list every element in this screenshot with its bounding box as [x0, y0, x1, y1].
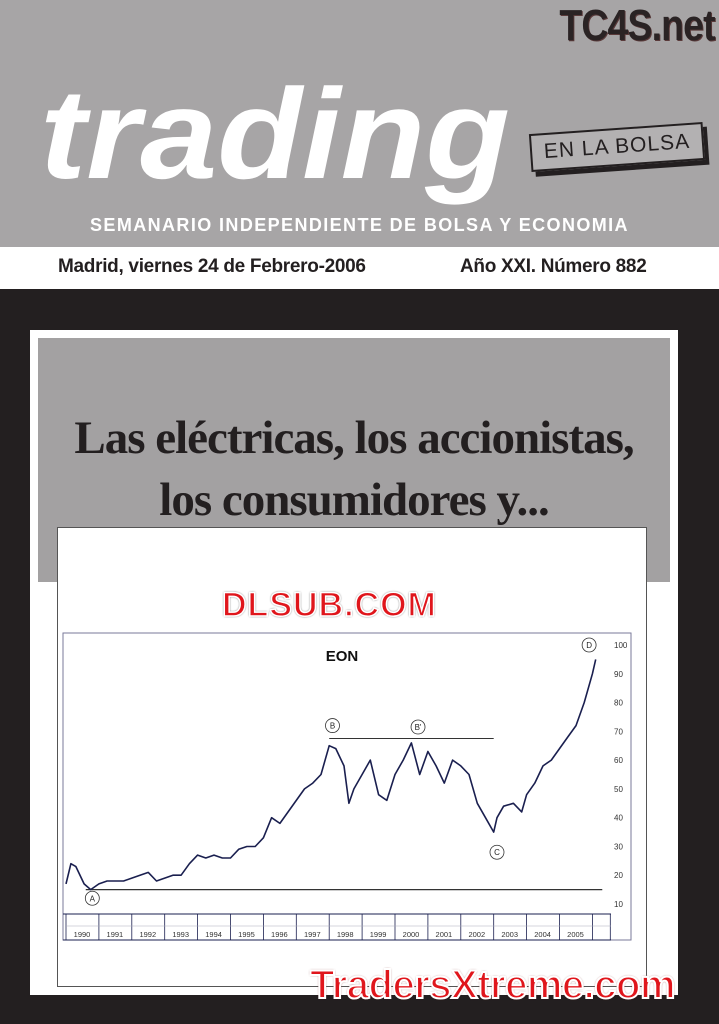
masthead-subtitle: SEMANARIO INDEPENDIENTE DE BOLSA Y ECONO…	[90, 215, 629, 235]
chart-panel	[57, 527, 647, 987]
annotation-label: B	[330, 722, 335, 731]
y-tick-label: 10	[614, 900, 623, 909]
watermark-dlsub: DLSUB.COM	[221, 585, 437, 625]
x-tick-label: 1992	[139, 930, 156, 939]
masthead-logo: trading	[40, 63, 510, 206]
annotation-circle	[84, 890, 100, 906]
x-tick-label: 1999	[370, 930, 387, 939]
annotation-circle	[410, 719, 426, 735]
x-tick-label: 2002	[468, 930, 485, 939]
annotation-circle	[489, 844, 505, 860]
x-tick-label: 2001	[436, 930, 453, 939]
x-tick-label: 1996	[271, 930, 288, 939]
issue-date: Madrid, viernes 24 de Febrero-2006	[58, 256, 366, 277]
headline-line-2: los consumidores y...	[159, 474, 549, 526]
dateline: Madrid, viernes 24 de Febrero-2006 Año X…	[0, 247, 719, 289]
y-tick-label: 70	[614, 727, 623, 736]
y-tick-label: 20	[614, 871, 623, 880]
masthead	[0, 0, 719, 247]
x-tick-label: 2005	[567, 930, 584, 939]
y-tick-label: 80	[614, 699, 623, 708]
x-tick-label: 1994	[205, 930, 222, 939]
headline-line-1: Las eléctricas, los accionistas,	[74, 412, 634, 464]
x-tick-label: 1995	[238, 930, 255, 939]
y-tick-label: 50	[614, 785, 623, 794]
y-tick-label: 30	[614, 842, 623, 851]
chart-title: EON	[326, 648, 359, 665]
x-tick-label: 1998	[337, 930, 354, 939]
y-tick-label: 90	[614, 670, 623, 679]
x-tick-label: 1997	[304, 930, 321, 939]
eon-price-series	[65, 659, 597, 891]
y-tick-label: 100	[614, 641, 628, 650]
x-tick-label: 1990	[74, 930, 91, 939]
x-tick-label: 1991	[107, 930, 124, 939]
x-tick-label: 2004	[534, 930, 551, 939]
x-tick-label: 1993	[172, 930, 189, 939]
x-tick-label: 2000	[403, 930, 420, 939]
masthead-title: trading	[40, 63, 510, 206]
x-tick-label: 2003	[501, 930, 518, 939]
y-tick-label: 40	[614, 814, 623, 823]
annotation-circle	[325, 718, 340, 733]
issue-number: Año XXI. Número 882	[460, 256, 647, 277]
y-tick-label: 60	[614, 756, 623, 765]
watermark-tc4s: TC4S.net	[559, 1, 716, 50]
annotation-label: B'	[415, 723, 422, 732]
watermark-tradersxtreme: TradersXtreme.com	[309, 962, 677, 1008]
annotation-circle	[581, 637, 597, 653]
annotation-label: A	[90, 894, 96, 903]
annotation-label: C	[494, 848, 500, 857]
annotation-label: D	[586, 641, 592, 650]
